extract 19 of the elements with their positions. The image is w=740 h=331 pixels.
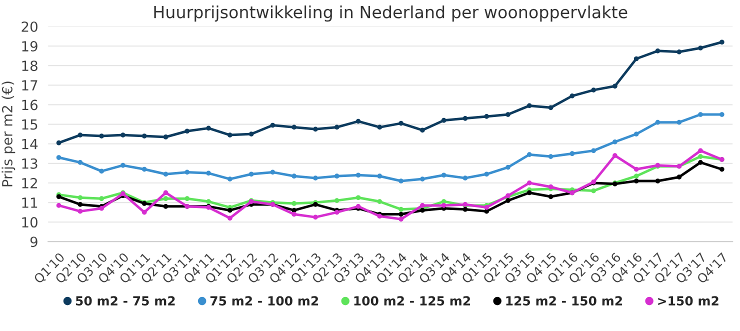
y-tick-label: 13 [22,158,38,169]
y-tick-label: 14 [22,138,38,150]
y-axis-title: Prijs per m2 (€) [2,82,16,186]
y-tick-label: 12 [22,178,37,188]
chart-title: Huurprijsontwikkeling in Nederland per woonoppervlakte [154,5,628,22]
y-tick-label: 10 [22,217,38,228]
y-tick-label: 9 [30,236,38,248]
y-tick-label: 19 [22,41,38,52]
legend-label: 75 m2 - 100 m2 [210,296,318,306]
y-tick-label: 18 [22,60,38,72]
legend-label: 125 m2 - 150 m2 [506,296,622,306]
y-tick-label: 11 [22,198,38,208]
y-tick-label: 16 [22,100,38,110]
legend-label: 100 m2 - 125 m2 [354,296,470,306]
y-tick-label: 20 [22,21,38,32]
y-tick-label: 15 [22,119,38,130]
y-tick-label: 17 [22,80,38,90]
legend-label: 50 m2 - 75 m2 [76,296,175,306]
legend-label: >150 m2 [658,296,718,306]
